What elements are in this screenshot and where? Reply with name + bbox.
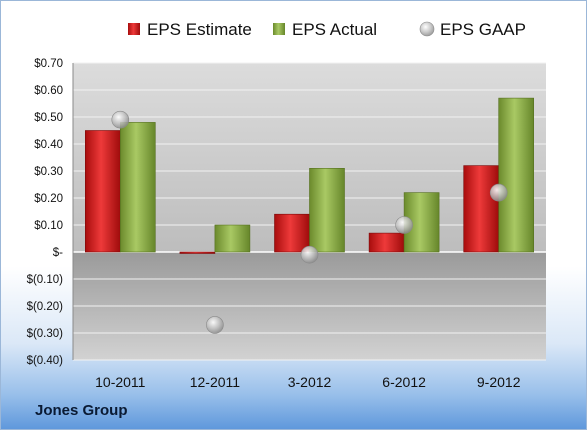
y-tick-label: $0.30 xyxy=(34,166,63,178)
legend-label: EPS Estimate xyxy=(147,20,252,39)
y-tick-label: $0.20 xyxy=(34,193,63,205)
y-axis: $0.70 $0.60 $0.50 $0.40 $0.30 $0.20 $0.10 $- $(0… xyxy=(27,58,74,367)
company-name: Jones Group xyxy=(35,402,128,419)
y-tick-label: $0.70 xyxy=(34,58,63,70)
y-tick-label: $(0.20) xyxy=(27,301,64,313)
y-tick-label: $0.10 xyxy=(34,220,63,232)
gaap-markers xyxy=(111,110,508,334)
x-tick-label: 10-2011 xyxy=(95,374,146,390)
gaap-marker xyxy=(395,216,413,234)
x-tick-label: 3-2012 xyxy=(288,374,332,390)
estimate-bar xyxy=(368,232,405,253)
x-tick-label: 12-2011 xyxy=(190,374,241,390)
actual-bar xyxy=(120,122,156,253)
x-tick-label: 9-2012 xyxy=(477,374,521,390)
bars xyxy=(85,97,535,254)
y-tick-label: $(0.40) xyxy=(27,355,64,367)
legend-swatch xyxy=(419,21,435,37)
estimate-bar xyxy=(179,251,216,254)
y-tick-label: $(0.30) xyxy=(27,328,64,340)
actual-bar xyxy=(309,168,345,253)
x-axis: 10-2011 12-2011 3-2012 6-2012 9-2012 xyxy=(95,374,521,390)
actual-bar xyxy=(214,224,251,253)
y-tick-label: $0.60 xyxy=(34,85,63,97)
gaap-marker xyxy=(300,245,319,264)
legend-label: EPS Actual xyxy=(292,20,377,39)
actual-bar xyxy=(498,97,535,253)
gaap-marker xyxy=(111,110,130,129)
legend-label: EPS GAAP xyxy=(440,20,526,39)
legend-swatch xyxy=(273,23,285,35)
estimate-bar xyxy=(274,213,310,253)
gaap-marker xyxy=(489,183,508,202)
estimate-bar xyxy=(463,165,500,253)
y-tick-label: $- xyxy=(53,247,63,259)
gaap-marker xyxy=(206,316,224,334)
legend-swatch xyxy=(128,23,140,35)
estimate-bar xyxy=(85,130,121,253)
x-tick-label: 6-2012 xyxy=(382,374,426,390)
y-tick-label: $(0.10) xyxy=(27,274,64,286)
y-tick-label: $0.40 xyxy=(34,139,63,151)
legend: EPS Estimate EPS Actual EPS GAAP xyxy=(128,20,526,39)
y-tick-label: $0.50 xyxy=(34,112,63,124)
